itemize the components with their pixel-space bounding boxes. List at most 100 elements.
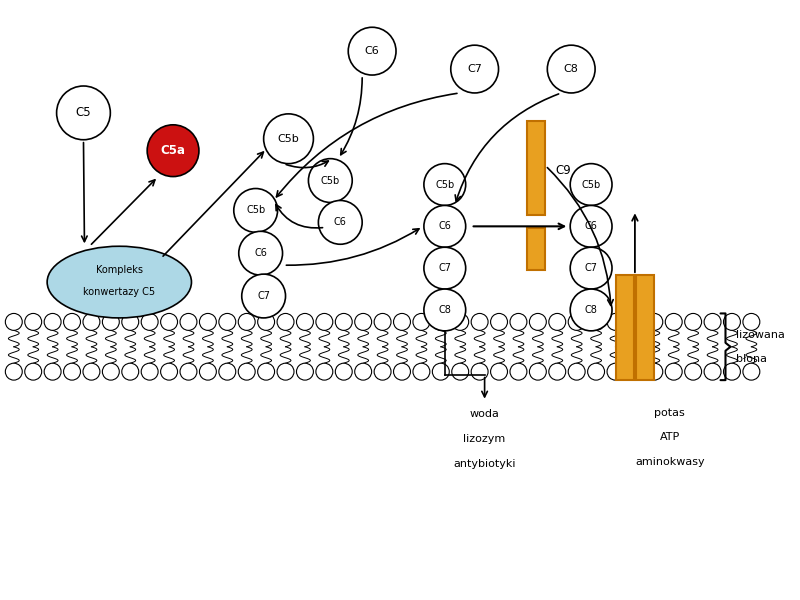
Bar [527, 229, 546, 270]
Circle shape [432, 313, 450, 331]
Circle shape [374, 313, 391, 331]
Text: C8: C8 [438, 305, 451, 315]
Circle shape [297, 363, 314, 380]
Circle shape [424, 205, 466, 247]
Circle shape [413, 313, 430, 331]
Text: ATP: ATP [660, 433, 680, 442]
Text: C6: C6 [254, 248, 267, 258]
Circle shape [6, 363, 22, 380]
Circle shape [102, 313, 119, 331]
Text: C6: C6 [334, 217, 346, 227]
Circle shape [530, 363, 546, 380]
Circle shape [743, 363, 760, 380]
Circle shape [142, 313, 158, 331]
Circle shape [63, 363, 81, 380]
Circle shape [743, 313, 760, 331]
Circle shape [238, 313, 255, 331]
Text: C9: C9 [555, 164, 571, 177]
Circle shape [6, 313, 22, 331]
Circle shape [122, 363, 138, 380]
Circle shape [685, 313, 702, 331]
Circle shape [452, 363, 469, 380]
Circle shape [588, 313, 605, 331]
Circle shape [234, 188, 278, 232]
Circle shape [57, 86, 110, 140]
Circle shape [666, 313, 682, 331]
Circle shape [25, 363, 42, 380]
Circle shape [277, 363, 294, 380]
Circle shape [142, 363, 158, 380]
Text: C8: C8 [564, 64, 578, 74]
Text: C5b: C5b [246, 205, 266, 215]
Circle shape [83, 363, 100, 380]
Text: aminokwasy: aminokwasy [635, 457, 705, 467]
Circle shape [102, 363, 119, 380]
Circle shape [646, 313, 662, 331]
Text: antybiotyki: antybiotyki [454, 459, 516, 469]
Circle shape [471, 363, 488, 380]
Circle shape [490, 363, 507, 380]
Bar [527, 121, 546, 215]
Text: C7: C7 [257, 291, 270, 301]
Circle shape [277, 313, 294, 331]
Text: konwertazy C5: konwertazy C5 [83, 287, 155, 297]
Circle shape [394, 363, 410, 380]
Circle shape [452, 313, 469, 331]
Circle shape [242, 274, 286, 318]
Circle shape [490, 313, 507, 331]
Circle shape [568, 313, 585, 331]
Circle shape [568, 363, 585, 380]
Circle shape [549, 363, 566, 380]
Circle shape [723, 363, 741, 380]
Circle shape [44, 313, 61, 331]
Circle shape [316, 363, 333, 380]
Text: C5b: C5b [278, 134, 299, 144]
Text: C5: C5 [76, 106, 91, 119]
Circle shape [258, 313, 274, 331]
Circle shape [348, 27, 396, 75]
Circle shape [335, 313, 352, 331]
Circle shape [530, 313, 546, 331]
Circle shape [354, 313, 372, 331]
Circle shape [547, 45, 595, 93]
Circle shape [646, 363, 662, 380]
Text: C5b: C5b [435, 179, 454, 190]
Bar [636, 275, 654, 380]
Circle shape [219, 363, 236, 380]
Circle shape [309, 158, 352, 202]
Bar [616, 275, 634, 380]
Circle shape [704, 363, 721, 380]
Circle shape [424, 164, 466, 205]
Circle shape [570, 205, 612, 247]
Circle shape [570, 164, 612, 205]
Circle shape [318, 200, 362, 244]
Circle shape [238, 363, 255, 380]
Text: C5b: C5b [321, 176, 340, 185]
Circle shape [122, 313, 138, 331]
Circle shape [394, 313, 410, 331]
Text: C5b: C5b [582, 179, 601, 190]
Circle shape [607, 313, 624, 331]
Text: C8: C8 [585, 305, 598, 315]
Circle shape [510, 363, 527, 380]
Circle shape [432, 363, 450, 380]
Circle shape [450, 45, 498, 93]
Circle shape [335, 363, 352, 380]
Circle shape [264, 114, 314, 164]
Circle shape [607, 363, 624, 380]
Circle shape [147, 125, 199, 176]
Circle shape [297, 313, 314, 331]
Circle shape [626, 363, 643, 380]
Circle shape [180, 313, 197, 331]
Text: potas: potas [654, 407, 685, 418]
Circle shape [549, 313, 566, 331]
Text: C7: C7 [585, 263, 598, 273]
Circle shape [258, 363, 274, 380]
Circle shape [424, 289, 466, 331]
Circle shape [685, 363, 702, 380]
Circle shape [424, 247, 466, 289]
Circle shape [570, 289, 612, 331]
Text: C6: C6 [585, 221, 598, 232]
Circle shape [199, 313, 216, 331]
Circle shape [25, 313, 42, 331]
